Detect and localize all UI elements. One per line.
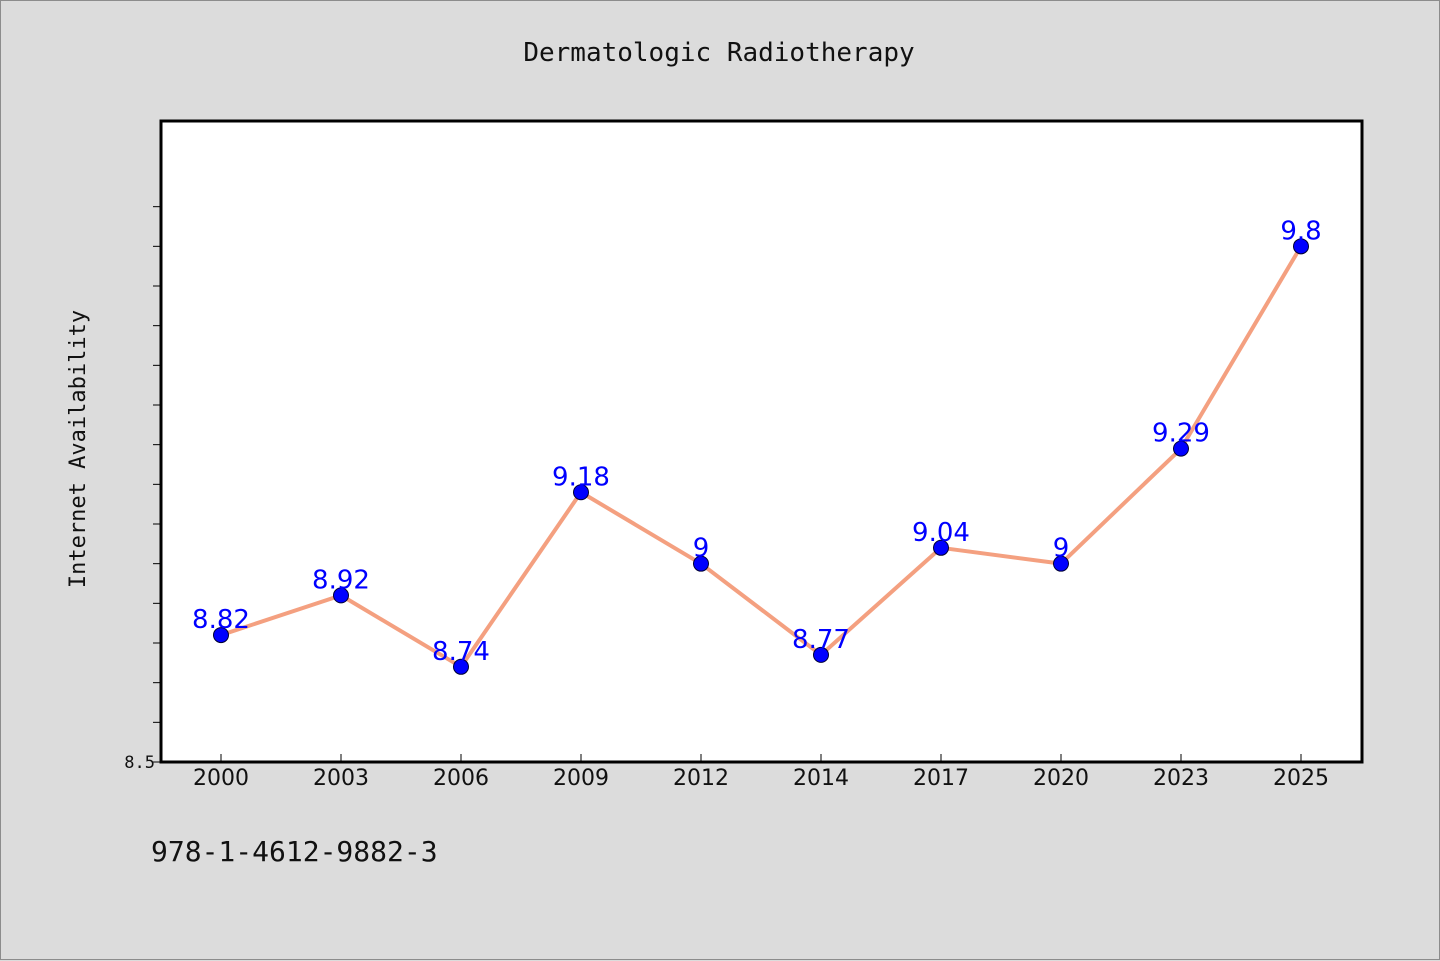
x-tick-label: 2017 [913,766,969,791]
data-point [453,658,469,675]
data-point [333,587,349,604]
data-point [1053,555,1069,572]
data-point [213,627,229,644]
x-tick-label: 2020 [1033,766,1089,791]
data-label: 9 [1053,534,1070,564]
x-tick-label: 2023 [1153,766,1209,791]
data-label: 8.92 [312,565,370,595]
data-label: 9.8 [1280,216,1321,246]
data-label: 8.77 [792,625,850,655]
data-label: 9.29 [1152,419,1210,449]
x-axis: 2000 2003 2006 2009 2012 2014 2017 2020 2023 2025 [193,754,1329,791]
data-label: 9 [693,534,710,564]
x-tick-label: 2012 [673,766,729,791]
x-tick-label: 2014 [793,766,849,791]
y-axis-label: Internet Availability [66,310,91,588]
data-labels: 8.82 8.92 8.74 9.18 9 8.77 9.04 9 9.29 9.8 [192,216,1322,666]
x-tick-label: 2025 [1273,766,1329,791]
series-line [220,245,1303,669]
x-tick-label: 2009 [553,766,609,791]
data-label: 8.74 [432,637,490,667]
data-label: 8.82 [192,605,250,635]
series-line-group [213,238,1309,675]
data-point [573,484,589,501]
data-point [1173,440,1189,457]
plot-area [159,119,1364,764]
y-tick-label: 8.5 [124,753,155,773]
data-point [693,555,709,572]
chart-title: Dermatologic Radiotherapy [523,38,914,68]
x-tick-label: 2000 [193,766,249,791]
data-point [813,646,829,663]
y-axis: 8.5 [124,206,161,773]
data-label: 9.04 [912,518,970,548]
isbn-text: 978-1-4612-9882-3 [151,835,438,868]
x-tick-label: 2003 [313,766,369,791]
data-point [1293,238,1309,255]
data-point [933,539,949,556]
x-tick-label: 2006 [433,766,489,791]
data-label: 9.18 [552,462,610,492]
